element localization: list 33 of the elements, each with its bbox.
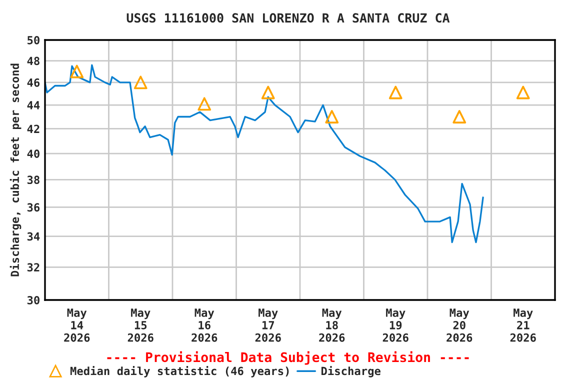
y-tick-label: 48 xyxy=(27,56,40,66)
point xyxy=(516,86,530,100)
x-tick-label: May 21 2026 xyxy=(510,308,536,342)
legend-label: Median daily statistic (46 years) xyxy=(70,366,289,378)
y-tick-label: 42 xyxy=(27,124,40,133)
y-tick-label: 30 xyxy=(27,296,40,304)
x-tick-label: May 15 2026 xyxy=(128,308,154,342)
point xyxy=(452,110,466,124)
text: ---- Provisional Data Subject to Revision ---- xyxy=(107,351,469,365)
legend-label: Discharge xyxy=(321,366,380,378)
chart-title: USGS 11161000 SAN LORENZO R A SANTA CRUZ CA xyxy=(126,13,450,23)
x-tick-label: May 17 2026 xyxy=(255,308,281,342)
line-series xyxy=(45,64,484,244)
y-tick-label: 36 xyxy=(27,203,40,212)
point xyxy=(198,97,212,111)
y-tick-label: 32 xyxy=(27,263,40,272)
y-tick-label: 40 xyxy=(27,150,40,158)
x-tick-label: May 20 2026 xyxy=(446,308,472,342)
x-tick-label: May 14 2026 xyxy=(64,308,90,342)
point xyxy=(325,110,339,124)
point xyxy=(261,86,275,100)
y-tick-label: 34 xyxy=(27,232,40,241)
point xyxy=(70,64,84,78)
y-tick-label: 38 xyxy=(27,176,40,184)
point xyxy=(134,76,148,90)
y-axis-title: Discharge, cubic feet per second xyxy=(10,64,22,276)
y-tick-label: 44 xyxy=(27,101,40,110)
y-tick-label: 50 xyxy=(28,36,40,44)
x-tick-label: May 19 2026 xyxy=(382,308,408,342)
y-tick-label: 46 xyxy=(27,78,40,87)
x-tick-label: May 16 2026 xyxy=(192,308,218,342)
point xyxy=(388,86,402,100)
x-tick-label: May 18 2026 xyxy=(319,308,345,342)
